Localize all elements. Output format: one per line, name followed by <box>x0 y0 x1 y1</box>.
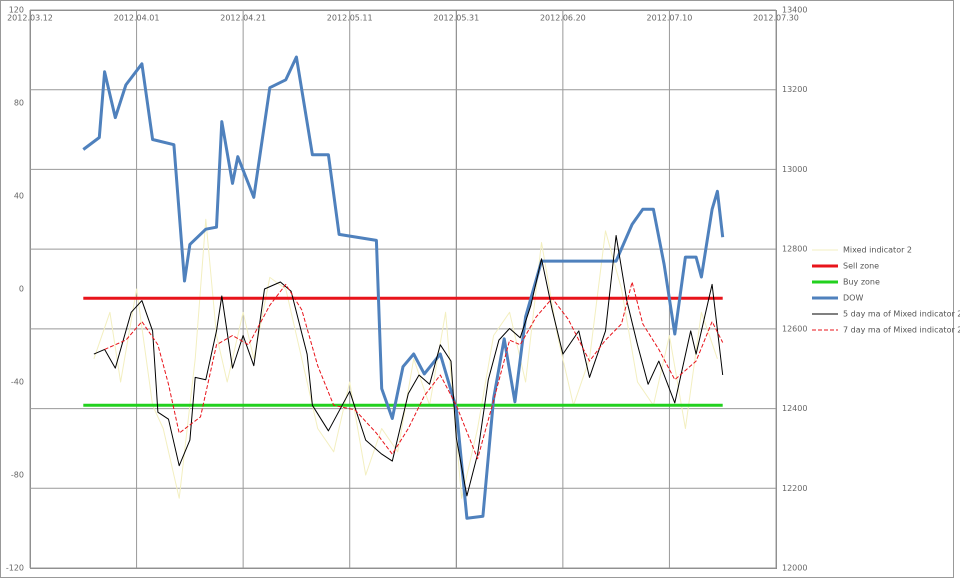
y2-tick-label: 12600 <box>782 324 807 333</box>
series-group <box>82 55 725 520</box>
y-tick-label: 120 <box>9 6 24 15</box>
x-tick-label: 2012.03.12 <box>7 14 53 23</box>
y2-tick-label: 12200 <box>782 484 807 493</box>
y2-tick-label: 12400 <box>782 404 807 413</box>
y-tick-label: -120 <box>6 564 24 573</box>
legend-label: Mixed indicator 2 <box>843 246 912 255</box>
y-tick-label: 80 <box>14 99 24 108</box>
legend-label: Buy zone <box>843 278 880 287</box>
grid <box>29 9 777 569</box>
series-line <box>82 55 725 520</box>
series-line <box>104 281 724 460</box>
legend-label: Sell zone <box>843 262 879 271</box>
x-tick-label: 2012.07.10 <box>647 14 693 23</box>
tick-labels: 2012.03.12 2012.04.01 2012.04.21 2012.05.11… <box>6 6 808 573</box>
y-tick-label: 0 <box>19 285 24 294</box>
x-tick-label: 2012.04.21 <box>220 14 266 23</box>
y2-tick-label: 13400 <box>782 6 807 15</box>
chart-frame <box>0 0 954 578</box>
legend-label: 5 day ma of Mixed indicator 2 <box>843 310 960 319</box>
x-tick-label: 2012.07.30 <box>753 14 799 23</box>
x-tick-label: 2012.06.20 <box>540 14 586 23</box>
x-tick-label: 2012.05.11 <box>327 14 373 23</box>
y2-tick-label: 12000 <box>782 564 807 573</box>
legend: Mixed indicator 2 Sell zone Buy zone DOW 5 d… <box>812 246 960 335</box>
x-tick-label: 2012.05.31 <box>433 14 479 23</box>
y2-tick-label: 13000 <box>782 165 807 174</box>
legend-label: 7 day ma of Mixed indicator 2 <box>843 326 960 335</box>
series-line <box>93 218 718 499</box>
y-tick-label: -40 <box>11 378 24 387</box>
y-tick-label: -80 <box>11 471 24 480</box>
y2-tick-label: 13200 <box>782 85 807 94</box>
y2-tick-label: 12800 <box>782 245 807 254</box>
series-line <box>93 235 724 497</box>
legend-label: DOW <box>843 294 863 303</box>
x-tick-label: 2012.04.01 <box>114 14 160 23</box>
y-tick-label: 40 <box>14 192 24 201</box>
